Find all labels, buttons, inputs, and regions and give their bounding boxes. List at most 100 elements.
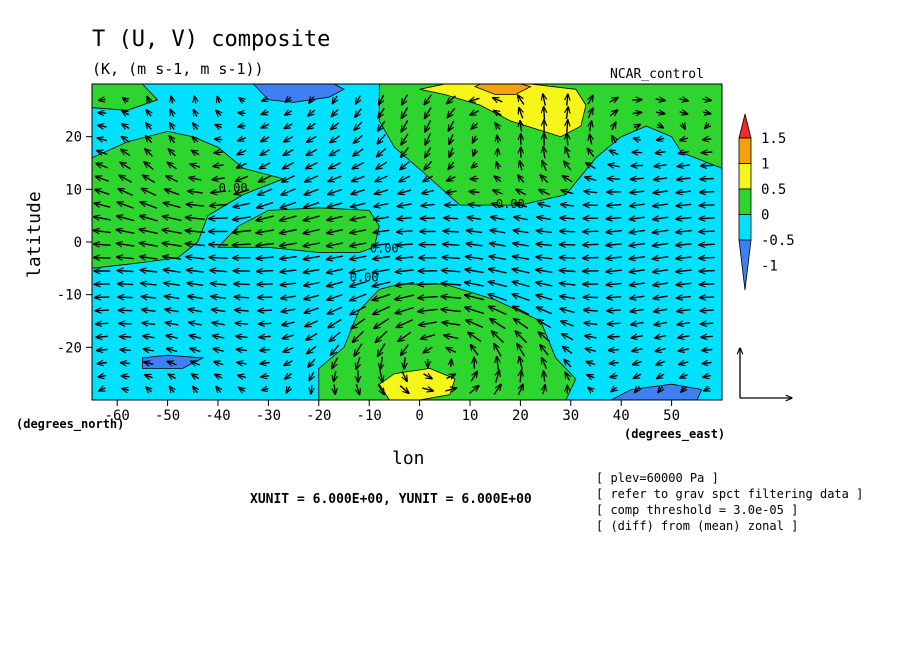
wind-vector xyxy=(372,269,391,272)
wind-vector xyxy=(423,175,434,182)
wind-vector xyxy=(561,321,575,327)
wind-vector xyxy=(497,357,499,370)
wind-vector xyxy=(308,358,316,367)
wind-vector xyxy=(699,218,715,219)
wind-vector xyxy=(285,97,291,102)
wind-vector xyxy=(283,348,294,352)
wind-vector xyxy=(655,112,665,114)
wind-vector xyxy=(97,151,108,155)
wind-vector xyxy=(94,217,111,220)
wind-vector xyxy=(351,189,366,195)
wind-vector xyxy=(327,243,344,246)
wind-vector xyxy=(490,230,506,233)
wind-vector xyxy=(512,282,530,288)
wind-vector xyxy=(186,217,205,219)
wind-vector xyxy=(512,269,530,273)
wind-vector xyxy=(353,134,363,143)
wind-vector xyxy=(607,178,621,179)
wind-vector xyxy=(543,147,545,159)
wind-vector xyxy=(657,374,665,378)
wind-vector xyxy=(306,148,318,156)
wind-vector xyxy=(94,244,111,245)
wind-vector xyxy=(631,336,644,338)
wind-vector xyxy=(425,133,432,145)
wind-vector xyxy=(492,204,504,207)
wind-vector xyxy=(93,230,111,232)
wind-vector xyxy=(630,283,645,285)
wind-vector xyxy=(606,218,622,219)
wind-vector xyxy=(306,161,318,169)
wind-vector xyxy=(564,161,572,171)
wind-vector xyxy=(356,383,359,395)
wind-vector xyxy=(513,243,529,246)
wind-vector xyxy=(629,230,646,232)
wind-vector xyxy=(559,283,576,285)
wind-vector xyxy=(496,370,500,383)
wind-vector xyxy=(677,178,691,180)
wind-vector xyxy=(305,320,319,327)
wind-vector xyxy=(327,281,343,286)
wind-vector xyxy=(469,386,479,394)
wind-vector xyxy=(95,297,110,298)
wind-vector xyxy=(560,309,575,313)
wind-vector xyxy=(281,309,296,312)
wind-vector xyxy=(562,334,574,341)
wind-vector xyxy=(120,350,131,351)
wind-vector xyxy=(704,388,711,391)
wind-vector xyxy=(350,293,367,300)
wind-vector xyxy=(401,133,409,145)
wind-vector xyxy=(213,336,225,338)
wind-vector xyxy=(164,283,181,285)
wind-vector xyxy=(612,122,616,131)
wind-vector xyxy=(145,375,153,378)
wind-vector xyxy=(489,243,506,246)
x-tick-label: 0 xyxy=(415,408,423,424)
wind-vector xyxy=(632,112,642,113)
wind-vector xyxy=(631,323,644,325)
wind-vector xyxy=(513,256,530,259)
wind-vector xyxy=(304,283,320,286)
wind-vector xyxy=(329,331,341,341)
wind-vector xyxy=(350,256,367,259)
colorbar-label: 1.5 xyxy=(761,131,786,147)
wind-vector xyxy=(396,257,414,259)
wind-vector xyxy=(141,297,157,299)
wind-vector xyxy=(473,148,475,156)
wind-vector xyxy=(467,217,482,219)
wind-vector xyxy=(143,175,155,184)
notes-block: [ plev=60000 Pa ] [ refer to grav spct f… xyxy=(596,471,863,533)
wind-vector xyxy=(162,230,182,234)
wind-vector xyxy=(308,110,316,116)
wind-vector xyxy=(397,204,412,207)
wind-vector xyxy=(211,191,227,193)
wind-vector xyxy=(140,202,158,209)
wind-vector xyxy=(536,244,553,246)
wind-vector xyxy=(492,331,505,344)
wind-vector xyxy=(536,295,553,301)
wind-vector xyxy=(608,337,620,338)
wind-vector xyxy=(536,270,553,273)
wind-vector xyxy=(489,306,507,316)
wind-vector xyxy=(163,256,182,259)
wind-vector xyxy=(423,346,433,353)
wind-vector xyxy=(658,386,663,392)
colorbar-segment xyxy=(738,137,752,164)
wind-vector xyxy=(378,343,386,357)
wind-vector xyxy=(210,270,228,272)
y-tick-label: 0 xyxy=(74,235,82,251)
wind-vector xyxy=(421,204,435,205)
wind-vector xyxy=(465,282,485,287)
wind-vector xyxy=(214,362,224,365)
wind-vector xyxy=(188,309,203,312)
wind-vector xyxy=(536,307,552,315)
wind-vector xyxy=(331,344,340,355)
x-unit-label: (degrees_east) xyxy=(624,427,725,442)
wind-vector xyxy=(559,270,576,271)
wind-vector xyxy=(350,305,367,315)
wind-vector xyxy=(468,204,481,206)
wind-vector xyxy=(170,123,175,131)
wind-vector xyxy=(145,149,153,157)
wind-vector xyxy=(307,122,316,129)
wind-vector xyxy=(466,257,484,260)
